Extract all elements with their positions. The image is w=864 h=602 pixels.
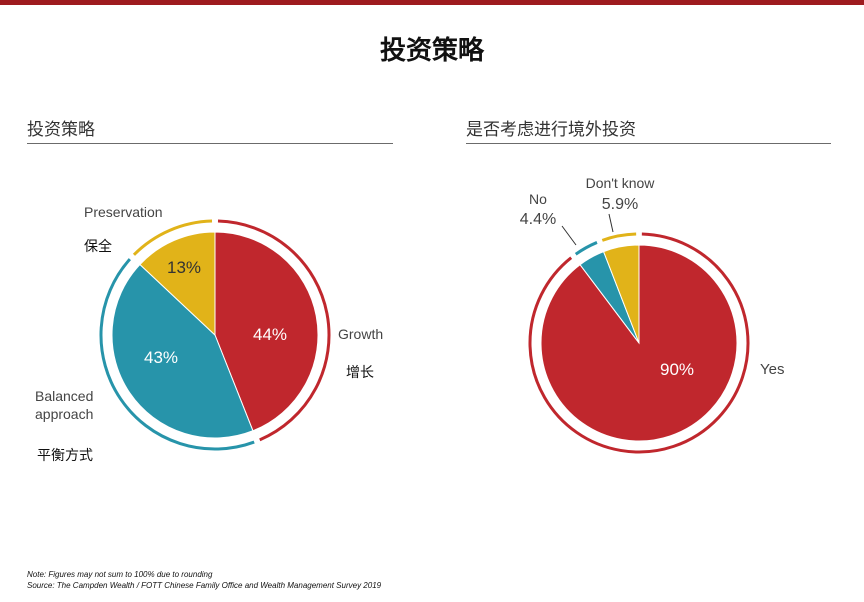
chart2-leader-no (561, 225, 577, 246)
chart1-slice-growth (214, 231, 319, 432)
chart1-value-balanced: 43% (144, 348, 178, 367)
chart2-value-yes: 90% (660, 360, 694, 379)
footnote-source: Source: The Campden Wealth / FOTT Chines… (27, 581, 382, 590)
chart1-slice-balanced (111, 263, 254, 439)
chart1-title: 投资策略 (27, 120, 95, 140)
chart1-slice-preservation (139, 231, 216, 337)
chart2-ring-yes (528, 232, 750, 454)
chart2-leader-dontknow (608, 213, 614, 233)
chart1-ring-balanced (99, 258, 255, 451)
chart2-ring-dontknow (601, 232, 637, 242)
chart1-label-balanced: Balanced approach (35, 388, 97, 422)
chart1-label-cn-balanced: 平衡方式 (37, 448, 93, 464)
chart1-label-cn-growth: 增长 (346, 365, 374, 381)
chart2-title: 是否考虑进行境外投资 (466, 120, 636, 140)
chart2-pie: 90% Yes No 4.4% Don't know 5.9% (520, 175, 784, 454)
chart1-value-growth: 44% (253, 325, 287, 344)
chart2-value-no: 4.4% (520, 211, 556, 228)
chart1-value-preservation: 13% (167, 258, 201, 277)
chart2-ring-no (574, 241, 598, 256)
chart2-slice-dontknow (602, 244, 640, 344)
chart1-label-balanced-line2: approach (35, 406, 93, 422)
chart1-label-growth: Growth (338, 326, 383, 342)
chart1-label-balanced-line1: Balanced (35, 388, 93, 404)
chart2-label-yes: Yes (760, 361, 784, 378)
chart2-title-rule (466, 143, 831, 144)
chart2-label-dontknow: Don't know (586, 175, 656, 191)
chart1-ring-preservation (132, 219, 213, 256)
footnote-note: Note: Figures may not sum to 100% due to… (27, 570, 213, 579)
chart1-label-cn-preservation: 保全 (84, 238, 112, 255)
chart1-pie: 44% 43% 13% Preservation 保全 Growth 增长 Ba… (35, 204, 383, 464)
chart1-title-rule (27, 143, 393, 144)
top-accent-bar (0, 0, 864, 5)
chart1-label-preservation: Preservation (84, 204, 163, 220)
chart1-ring-growth (217, 219, 331, 442)
chart2-label-no: No (529, 191, 547, 207)
chart2-value-dontknow: 5.9% (602, 196, 638, 213)
page-title: 投资策略 (379, 36, 484, 66)
